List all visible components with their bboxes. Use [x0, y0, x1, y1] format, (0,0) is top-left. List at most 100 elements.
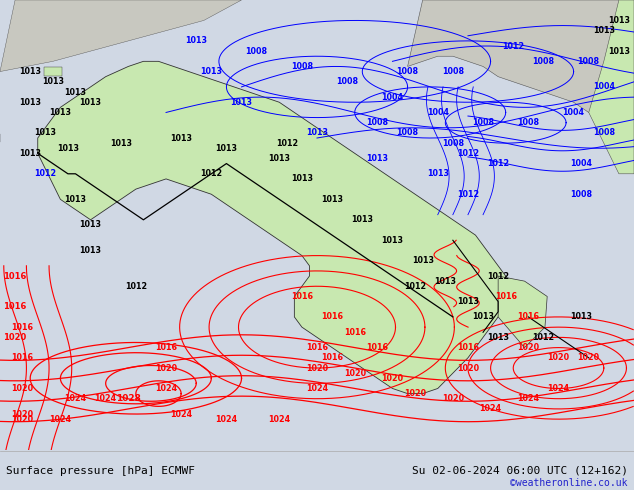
Text: 1013: 1013: [65, 88, 86, 97]
Text: 1013: 1013: [608, 16, 630, 25]
Text: 1004: 1004: [570, 159, 592, 168]
Text: 1013: 1013: [231, 98, 252, 107]
Text: ©weatheronline.co.uk: ©weatheronline.co.uk: [510, 478, 628, 489]
Text: 1004: 1004: [427, 108, 449, 117]
Text: 1013: 1013: [487, 333, 509, 342]
Text: 1013: 1013: [19, 98, 41, 107]
Text: 1012: 1012: [404, 282, 426, 291]
Text: 1020: 1020: [11, 384, 34, 393]
Text: 1013: 1013: [366, 154, 389, 163]
Text: 1008: 1008: [245, 47, 268, 56]
Text: 1013: 1013: [65, 195, 86, 204]
Text: 1016: 1016: [321, 353, 343, 362]
Text: 1020: 1020: [306, 364, 328, 372]
Text: 1012: 1012: [502, 42, 524, 50]
Text: 1004: 1004: [593, 82, 615, 92]
Text: 1013: 1013: [49, 108, 72, 117]
Text: 1008: 1008: [291, 62, 313, 71]
Text: 1024: 1024: [268, 415, 290, 424]
Text: Su 02-06-2024 06:00 UTC (12+162): Su 02-06-2024 06:00 UTC (12+162): [411, 466, 628, 476]
Text: 1012: 1012: [533, 333, 555, 342]
Text: 1016: 1016: [344, 328, 366, 337]
Text: 1013: 1013: [80, 98, 101, 107]
Text: 1012: 1012: [457, 190, 479, 199]
Text: 1024: 1024: [65, 394, 86, 403]
Text: 1008: 1008: [442, 139, 464, 147]
Text: 1016: 1016: [321, 313, 343, 321]
Text: 1013: 1013: [200, 67, 223, 76]
Text: 1024: 1024: [94, 394, 117, 403]
Polygon shape: [498, 276, 547, 347]
Text: 1024: 1024: [548, 384, 569, 393]
Polygon shape: [408, 0, 634, 143]
Text: 1013: 1013: [170, 133, 192, 143]
Text: 1016: 1016: [291, 292, 313, 301]
Text: 1013: 1013: [472, 313, 494, 321]
Text: 1024: 1024: [479, 404, 501, 414]
Text: Surface pressure [hPa] ECMWF: Surface pressure [hPa] ECMWF: [6, 466, 195, 476]
Text: 1008: 1008: [593, 128, 615, 137]
Text: 1024: 1024: [306, 384, 328, 393]
Text: 1016: 1016: [3, 302, 27, 311]
Text: 1013: 1013: [80, 220, 101, 229]
Text: 1020: 1020: [517, 343, 540, 352]
Text: 1020: 1020: [578, 353, 600, 362]
Text: 1020: 1020: [344, 368, 366, 378]
Text: 1013: 1013: [306, 128, 328, 137]
Text: 1004: 1004: [382, 93, 403, 101]
Text: 1024: 1024: [216, 415, 238, 424]
Text: 1008: 1008: [578, 57, 600, 66]
Text: 1024: 1024: [155, 384, 177, 393]
Text: 1013: 1013: [110, 139, 132, 147]
Text: 1008: 1008: [570, 190, 592, 199]
Text: 1013: 1013: [351, 215, 373, 224]
Text: 1013: 1013: [291, 174, 313, 183]
Text: 1013: 1013: [185, 36, 207, 46]
Polygon shape: [589, 0, 634, 174]
Text: 1013: 1013: [382, 236, 403, 245]
Polygon shape: [38, 61, 506, 393]
Text: 1016: 1016: [517, 313, 540, 321]
Text: 1016: 1016: [306, 343, 328, 352]
Text: 1028: 1028: [116, 394, 141, 403]
Text: 1004: 1004: [562, 108, 585, 117]
Text: 1016: 1016: [155, 343, 177, 352]
Text: 1013: 1013: [268, 154, 290, 163]
Text: 1020: 1020: [442, 394, 464, 403]
Text: 1020: 1020: [404, 389, 426, 398]
Text: 1008: 1008: [396, 67, 418, 76]
Text: 1020: 1020: [11, 410, 34, 418]
Text: 1020: 1020: [457, 364, 479, 372]
Text: 1016: 1016: [457, 343, 479, 352]
Text: 1013: 1013: [434, 277, 456, 286]
Text: 1012: 1012: [487, 271, 509, 281]
Text: 1013: 1013: [427, 169, 449, 178]
Text: 1012: 1012: [34, 169, 56, 178]
Polygon shape: [44, 68, 62, 75]
Text: 1020: 1020: [11, 415, 34, 424]
Text: 1013: 1013: [19, 67, 41, 76]
Text: 1013: 1013: [216, 144, 237, 153]
Text: 1020: 1020: [548, 353, 569, 362]
Text: 1012: 1012: [487, 159, 509, 168]
Text: 1013: 1013: [593, 26, 615, 35]
Text: 1013: 1013: [411, 256, 434, 265]
Text: 1008: 1008: [533, 57, 555, 66]
Text: 1013: 1013: [608, 47, 630, 56]
Text: 1024: 1024: [517, 394, 540, 403]
Text: 1024: 1024: [170, 410, 192, 418]
Text: 1016: 1016: [3, 271, 27, 281]
Text: 1008: 1008: [396, 128, 418, 137]
Text: 1008: 1008: [472, 118, 494, 127]
Text: 1020: 1020: [155, 364, 177, 372]
Text: 1013: 1013: [321, 195, 343, 204]
Text: 1013: 1013: [457, 297, 479, 306]
Text: 1013: 1013: [57, 144, 79, 153]
Text: 1008: 1008: [442, 67, 464, 76]
Text: 1016: 1016: [366, 343, 389, 352]
Polygon shape: [0, 0, 242, 72]
Text: 1008: 1008: [366, 118, 389, 127]
Text: 1020: 1020: [3, 333, 27, 342]
Text: 1013: 1013: [80, 246, 101, 255]
Text: 1012: 1012: [457, 149, 479, 158]
